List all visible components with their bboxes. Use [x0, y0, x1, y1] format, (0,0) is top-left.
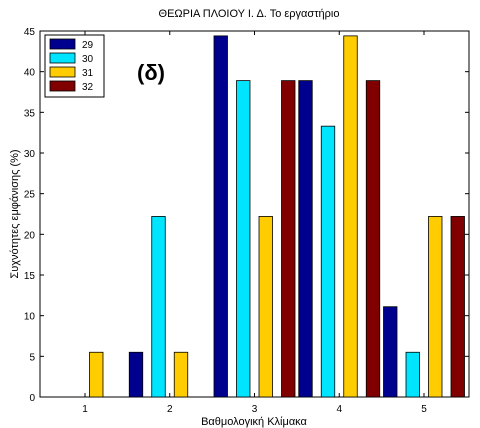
bar-series-31-cat-3: [258, 216, 273, 398]
bar-series-31-cat-5: [428, 216, 443, 398]
bar-series-32-cat-3: [281, 80, 296, 398]
x-axis-label: Βαθμολογική Κλίμακα: [201, 416, 307, 428]
bar-series-31-cat-4: [343, 35, 358, 398]
legend-swatch-29: [49, 38, 76, 50]
legend-label-29: 29: [82, 40, 94, 51]
y-tick-label: 10: [24, 312, 36, 323]
bar-series-31-cat-2: [173, 351, 189, 398]
legend-swatch-30: [49, 52, 76, 64]
bar-series-30-cat-2: [151, 216, 166, 398]
y-tick-label: 40: [24, 68, 36, 79]
bar-series-29-cat-2: [128, 351, 144, 398]
legend-swatch-31: [49, 66, 76, 78]
y-axis-label: Συχνότητες εμφάνισης (%): [9, 149, 21, 278]
bar-series-30-cat-3: [236, 80, 251, 398]
plot-area: [39, 30, 470, 398]
x-tick-label: 5: [421, 404, 427, 415]
bar-series-29-cat-3: [213, 35, 228, 398]
y-tick-label: 0: [29, 393, 35, 404]
legend-swatch-32: [49, 80, 76, 92]
x-tick-label: 4: [336, 404, 342, 415]
x-tick-label: 3: [252, 404, 258, 415]
y-tick-label: 20: [24, 230, 36, 241]
x-tick-label: 1: [82, 404, 88, 415]
bar-series-32-cat-4: [365, 80, 381, 398]
chart-annotation: (δ): [137, 60, 165, 85]
chart-title: ΘΕΩΡΙΑ ΠΛΟΙΟΥ Ι. Δ. Το εργαστήριο: [159, 8, 340, 20]
bar-series-29-cat-4: [298, 80, 313, 398]
bar-series-30-cat-5: [405, 351, 420, 398]
y-tick-label: 25: [24, 190, 36, 201]
y-tick-label: 30: [24, 149, 36, 160]
y-tick-label: 45: [24, 27, 36, 38]
bar-series-31-cat-1: [89, 351, 104, 398]
legend-label-30: 30: [82, 54, 94, 65]
y-tick-label: 35: [24, 108, 36, 119]
legend-label-32: 32: [82, 82, 94, 93]
bar-series-32-cat-5: [450, 216, 465, 398]
bar-series-29-cat-5: [383, 306, 398, 398]
y-tick-label: 15: [24, 271, 36, 282]
bar-series-30-cat-4: [320, 125, 336, 398]
x-tick-label: 2: [167, 404, 173, 415]
legend-label-31: 31: [82, 68, 94, 79]
y-tick-label: 5: [29, 352, 35, 363]
